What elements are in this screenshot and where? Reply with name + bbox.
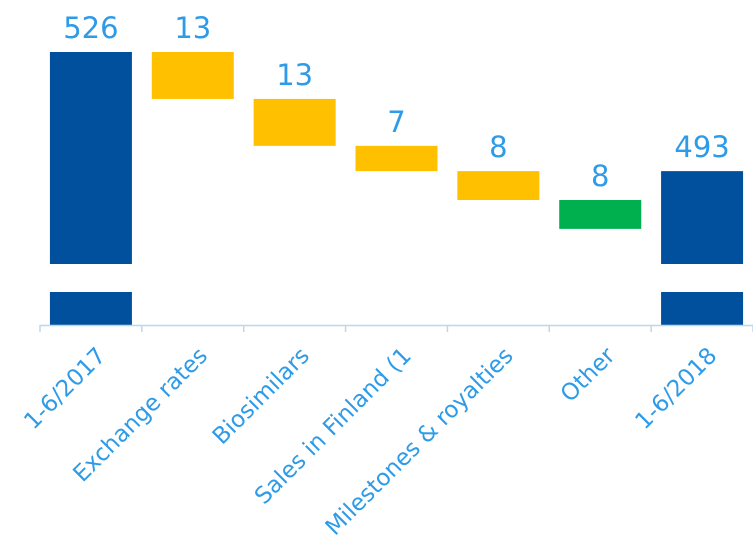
data-label: 8 <box>489 130 507 164</box>
bar-decrease <box>253 98 336 146</box>
data-label: 493 <box>674 130 729 164</box>
category-label: 1-6/2018 <box>630 343 722 435</box>
bar-decrease <box>151 52 234 99</box>
data-labels: 526 13 13 7 8 8 493 <box>63 11 730 193</box>
data-label: 7 <box>387 105 405 139</box>
category-label: 1-6/2017 <box>19 343 111 435</box>
category-label: Other <box>556 342 621 407</box>
bar-total-upper <box>661 171 744 264</box>
bar-increase <box>559 200 642 229</box>
bar-total-lower <box>49 292 132 325</box>
bar-decrease <box>457 171 540 201</box>
bar-total-upper <box>49 52 132 264</box>
bar-decrease <box>355 145 438 172</box>
category-label: Milestones & royalties <box>321 343 519 541</box>
data-label: 526 <box>63 11 118 45</box>
data-label: 8 <box>591 159 609 193</box>
data-label: 13 <box>276 58 313 92</box>
bars-layer <box>49 52 744 325</box>
category-label: Biosimilars <box>208 343 315 450</box>
bar-total-lower <box>661 292 744 325</box>
data-label: 13 <box>174 11 211 45</box>
x-axis-ticks <box>39 325 753 332</box>
